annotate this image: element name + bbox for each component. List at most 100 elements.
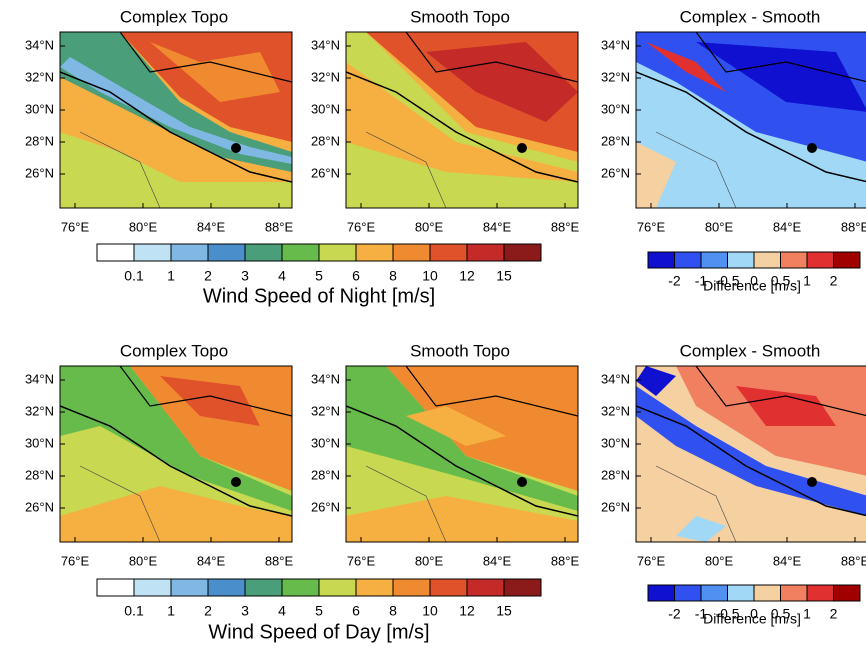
colorbar-box	[207, 243, 246, 262]
panel-title: Smooth Topo	[410, 341, 510, 360]
map-region	[346, 32, 578, 172]
y-tick-label: 26°N	[311, 165, 340, 180]
site-marker	[231, 143, 241, 153]
colorbar-box	[503, 243, 542, 262]
y-tick-label: 28°N	[25, 467, 54, 482]
panel-title: Complex - Smooth	[680, 341, 821, 360]
state-border	[655, 131, 737, 208]
colorbar-title: Difference [m/s]	[703, 611, 801, 627]
map-panel: Smooth Topo 34°N 32°N 30°N 28°N 26°N 76°E 80°E 8…	[311, 341, 580, 568]
site-marker	[231, 477, 241, 487]
panel-title: Complex - Smooth	[680, 7, 821, 26]
map	[346, 32, 578, 208]
colorbar-label: 6	[352, 268, 360, 284]
y-tick-label: 32°N	[601, 403, 630, 418]
y-tick-label: 34°N	[601, 37, 630, 52]
colorbar-box	[133, 243, 172, 262]
colorbar-box	[503, 578, 542, 597]
colorbar-box	[392, 578, 431, 597]
colorbar-box	[700, 251, 728, 269]
x-tick-label: 76°E	[637, 219, 666, 234]
map-frame	[59, 365, 293, 543]
y-tick-label: 32°N	[601, 69, 630, 84]
colorbar-label: 0	[750, 273, 758, 289]
colorbar-box	[647, 251, 675, 269]
map-region	[676, 516, 726, 542]
colorbar-box	[355, 578, 394, 597]
colorbar-box	[727, 584, 755, 602]
colorbar-label: 10	[422, 603, 438, 619]
colorbar-box	[318, 243, 357, 262]
y-tick-label: 28°N	[311, 467, 340, 482]
x-tick-label: 88°E	[551, 219, 580, 234]
y-tick-label: 28°N	[601, 133, 630, 148]
colorbar-box	[466, 243, 505, 262]
map-region	[160, 376, 260, 426]
site-marker	[517, 477, 527, 487]
site-marker	[807, 143, 817, 153]
map-region	[346, 142, 578, 208]
colorbar-box	[647, 584, 675, 602]
x-tick-label: 76°E	[61, 553, 90, 568]
colorbar-box	[674, 251, 702, 269]
colorbar-box	[833, 251, 861, 269]
panel-title: Complex Topo	[120, 341, 228, 360]
colorbar-title: Difference [m/s]	[703, 278, 801, 294]
x-tick-label: 88°E	[841, 553, 866, 568]
colorbar-label: 3	[241, 268, 249, 284]
colorbar-box	[96, 578, 135, 597]
colorbar-label: 8	[389, 603, 397, 619]
colorbar-box	[170, 243, 209, 262]
colorbar-label: 2	[830, 606, 838, 622]
map-region	[406, 406, 506, 446]
colorbar-label: 10	[422, 268, 438, 284]
colorbar-box	[806, 251, 834, 269]
colorbar-label: -2	[668, 606, 681, 622]
y-tick-label: 30°N	[25, 435, 54, 450]
y-tick-label: 28°N	[311, 133, 340, 148]
y-tick-label: 28°N	[25, 133, 54, 148]
colorbar-box	[133, 578, 172, 597]
colorbar-label: -1	[695, 606, 708, 622]
panel-title: Complex Topo	[120, 7, 228, 26]
state-border	[655, 465, 737, 542]
colorbar-label: 6	[352, 603, 360, 619]
map	[636, 32, 866, 208]
map-frame	[59, 31, 293, 209]
colorbar-box	[833, 584, 861, 602]
y-tick-label: 26°N	[25, 499, 54, 514]
colorbar-label: 1	[167, 268, 175, 284]
colorbar-label: 5	[315, 603, 323, 619]
y-tick-label: 32°N	[25, 403, 54, 418]
y-tick-label: 30°N	[311, 101, 340, 116]
x-tick-label: 88°E	[265, 553, 294, 568]
y-tick-label: 30°N	[601, 435, 630, 450]
colorbar-box	[355, 243, 394, 262]
colorbar-label: -0.5	[715, 273, 739, 289]
colorbar-box	[170, 578, 209, 597]
colorbar-label: 0.1	[124, 603, 144, 619]
colorbar-label: 15	[496, 603, 512, 619]
x-tick-label: 84°E	[197, 553, 226, 568]
colorbar-label: 3	[241, 603, 249, 619]
border	[695, 366, 866, 417]
colorbar-box	[466, 578, 505, 597]
border	[695, 32, 866, 83]
map	[60, 366, 292, 542]
x-tick-label: 76°E	[347, 553, 376, 568]
colorbar-label: 1	[803, 273, 811, 289]
y-tick-label: 26°N	[25, 165, 54, 180]
y-tick-label: 28°N	[601, 467, 630, 482]
x-tick-label: 76°E	[347, 219, 376, 234]
colorbar-label: 0.5	[771, 273, 791, 289]
y-tick-label: 34°N	[311, 37, 340, 52]
map-frame	[635, 365, 866, 543]
colorbar-label: 1	[803, 606, 811, 622]
colorbar-label: -1	[695, 273, 708, 289]
map-panel: Complex Topo 34°N 32°N 30°N 28°N 26°N 76°E 80°E…	[25, 7, 294, 234]
x-tick-label: 80°E	[415, 219, 444, 234]
border	[346, 71, 578, 183]
colorbar-label: 5	[315, 268, 323, 284]
state-border	[79, 131, 161, 208]
